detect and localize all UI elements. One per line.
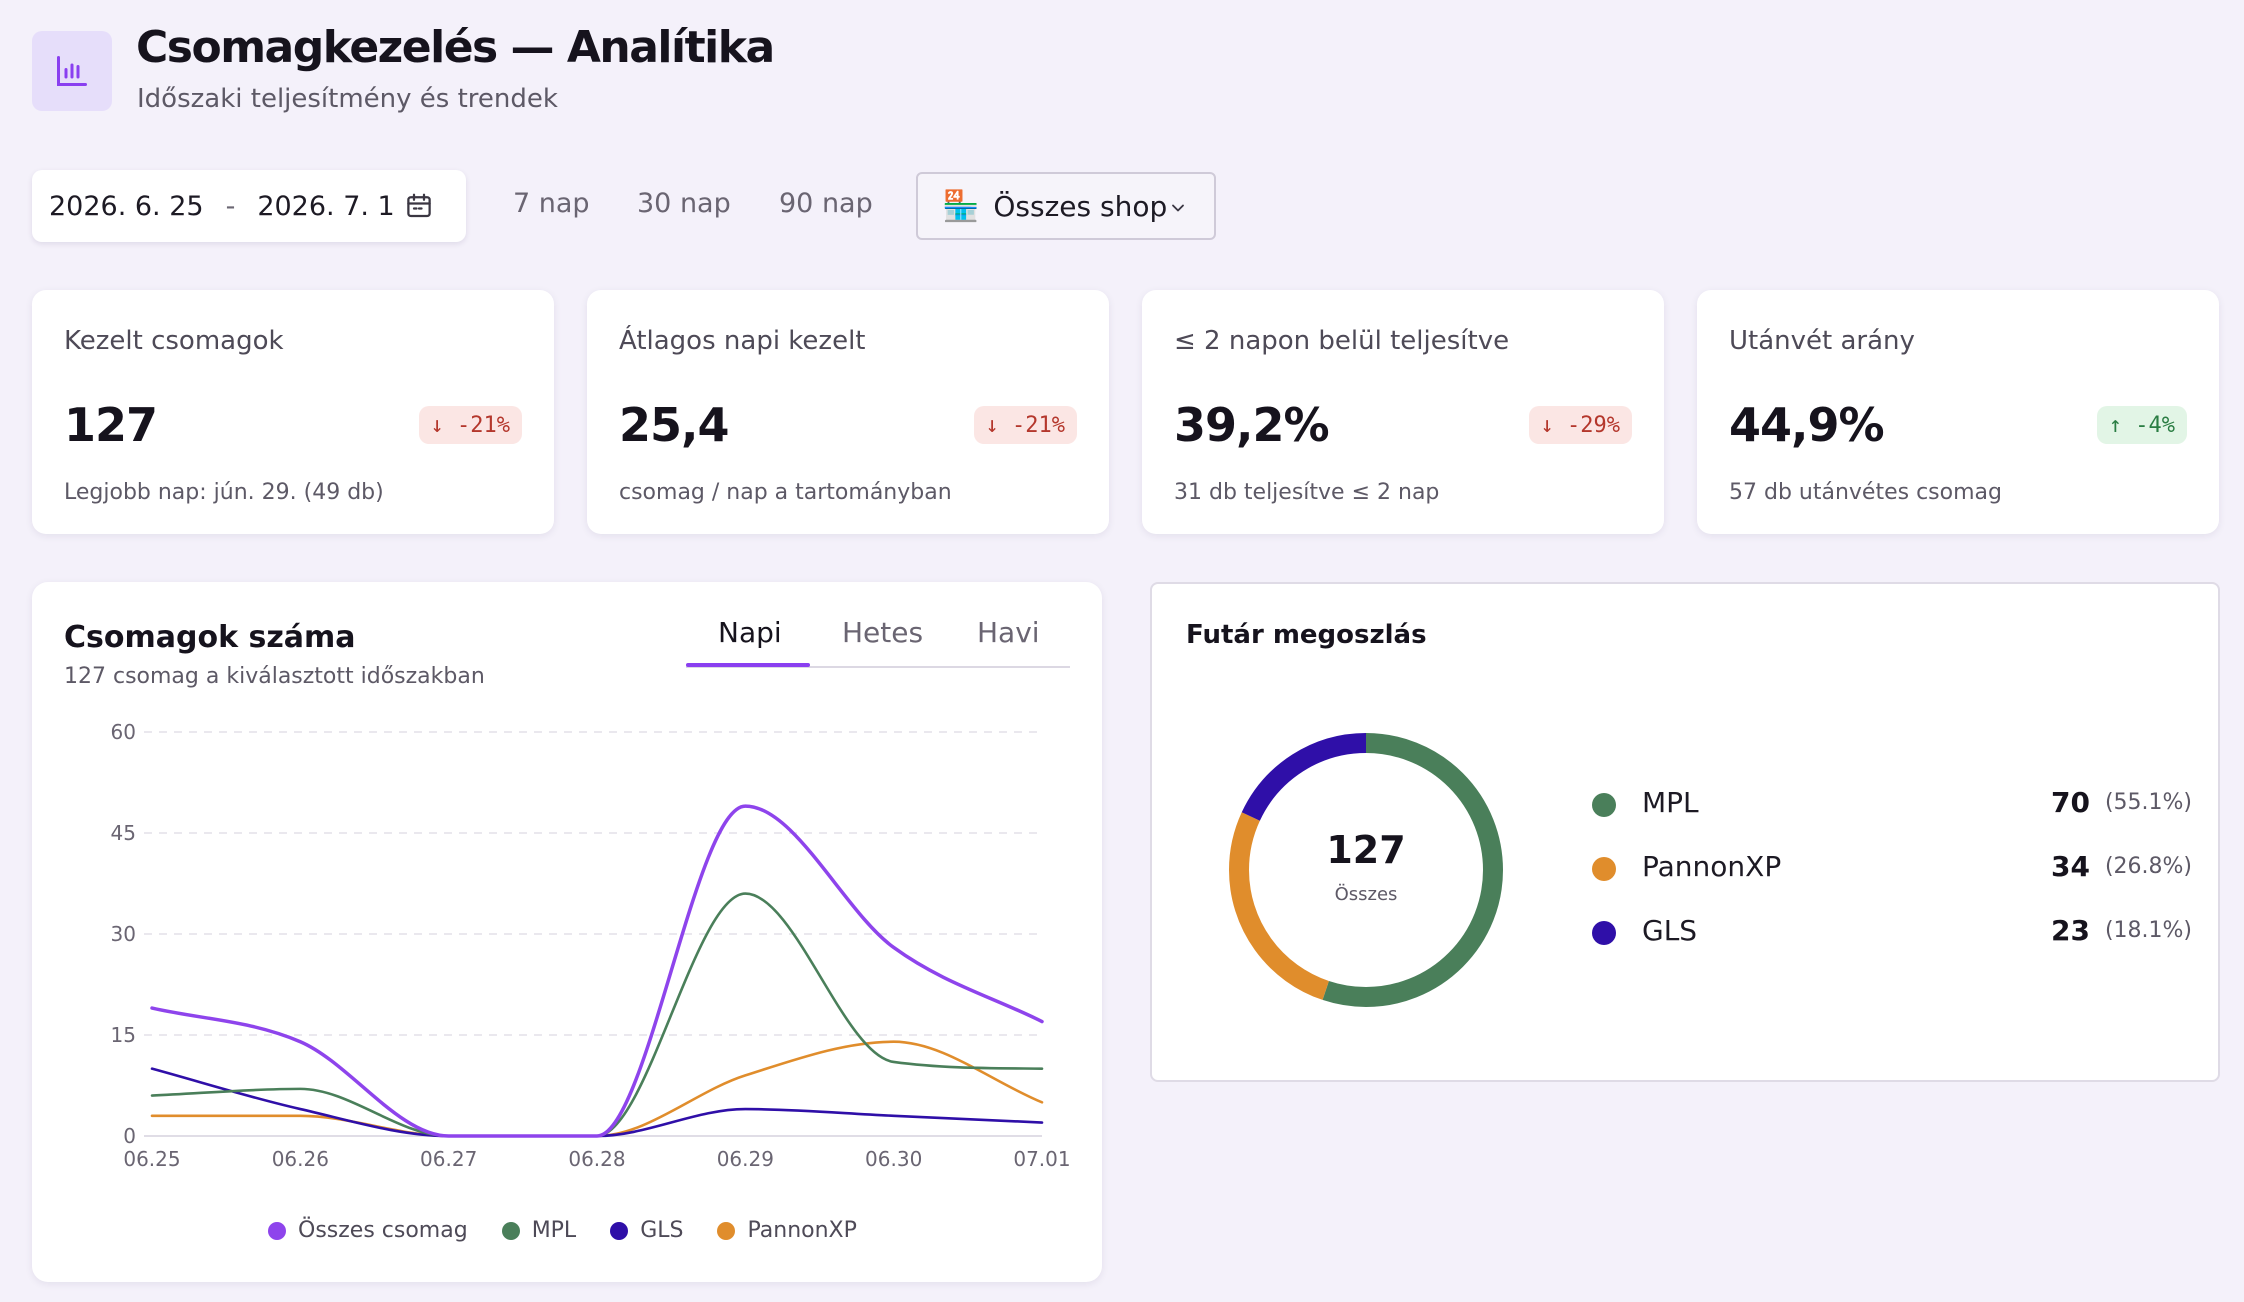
legend-dot bbox=[501, 1221, 520, 1240]
courier-percent: (55.1%) bbox=[2104, 790, 2192, 815]
legend-dot bbox=[717, 1221, 736, 1240]
analytics-logo bbox=[32, 31, 112, 111]
legend-item-pannonxp[interactable]: PannonXP bbox=[717, 1218, 857, 1243]
kpi-value: 39,2% bbox=[1174, 398, 1330, 452]
tab-weekly[interactable]: Hetes bbox=[842, 616, 924, 649]
kpi-note: 57 db utánvétes csomag bbox=[1729, 480, 2002, 505]
y-tick-label: 45 bbox=[111, 821, 136, 845]
kpi-card-daily-average: Átlagos napi kezelt 25,4 ↓ -21% csomag /… bbox=[587, 290, 1109, 534]
range-90-days-button[interactable]: 90 nap bbox=[779, 188, 873, 219]
legend-dot bbox=[610, 1221, 629, 1240]
chart-title: Csomagok száma bbox=[64, 620, 356, 655]
kpi-label: ≤ 2 napon belül teljesítve bbox=[1174, 326, 1510, 356]
range-30-days-button[interactable]: 30 nap bbox=[637, 188, 731, 219]
x-tick-label: 06.25 bbox=[123, 1147, 180, 1171]
courier-row-mpl: MPL 70 (55.1%) bbox=[1592, 784, 2192, 824]
date-from[interactable]: 2026. 6. 25 bbox=[49, 190, 204, 222]
legend-item-total[interactable]: Összes csomag bbox=[268, 1218, 468, 1243]
date-range-picker[interactable]: 2026. 6. 25 - 2026. 7. 1 bbox=[32, 170, 466, 242]
x-tick-label: 06.30 bbox=[865, 1147, 922, 1171]
range-7-days-button[interactable]: 7 nap bbox=[513, 188, 590, 219]
courier-row-gls: GLS 23 (18.1%) bbox=[1592, 912, 2192, 952]
chart-legend: Összes csomag MPL GLS PannonXP bbox=[268, 1218, 891, 1243]
legend-label: Összes csomag bbox=[298, 1218, 468, 1243]
bar-chart-icon bbox=[57, 56, 87, 86]
x-tick-label: 06.27 bbox=[420, 1147, 477, 1171]
legend-label: MPL bbox=[531, 1218, 577, 1243]
courier-name: MPL bbox=[1642, 786, 1699, 819]
donut-total-caption: Összes bbox=[1334, 884, 1398, 905]
kpi-note: Legjobb nap: jún. 29. (49 db) bbox=[64, 480, 384, 505]
kpi-trend-badge: ↓ -21% bbox=[418, 406, 522, 444]
kpi-card-fulfilled-2-days: ≤ 2 napon belül teljesítve 39,2% ↓ -29% … bbox=[1142, 290, 1664, 534]
legend-dot bbox=[268, 1221, 286, 1240]
courier-name: GLS bbox=[1642, 914, 1698, 947]
courier-name: PannonXP bbox=[1642, 850, 1782, 883]
shop-select-value: Összes shop bbox=[993, 189, 1168, 223]
courier-percent: (26.8%) bbox=[2104, 854, 2192, 879]
y-tick-label: 0 bbox=[123, 1124, 136, 1148]
kpi-card-cod-ratio: Utánvét arány 44,9% ↑ -4% 57 db utánvéte… bbox=[1697, 290, 2219, 534]
kpi-trend-badge: ↓ -21% bbox=[973, 406, 1077, 444]
kpi-label: Átlagos napi kezelt bbox=[619, 326, 866, 356]
legend-item-mpl[interactable]: MPL bbox=[501, 1218, 577, 1243]
kpi-trend-badge: ↑ -4% bbox=[2096, 406, 2187, 444]
courier-split-title: Futár megoszlás bbox=[1186, 620, 1427, 650]
shop-select[interactable]: 🏪 Összes shop bbox=[916, 172, 1216, 240]
donut-slice-pannonxp[interactable] bbox=[1229, 733, 1503, 1007]
y-tick-label: 60 bbox=[111, 720, 136, 744]
period-tabs: Napi Hetes Havi bbox=[686, 612, 1070, 668]
legend-label: GLS bbox=[640, 1218, 684, 1243]
y-tick-label: 15 bbox=[111, 1023, 136, 1047]
tab-monthly[interactable]: Havi bbox=[977, 616, 1040, 649]
kpi-value: 127 bbox=[64, 398, 158, 452]
courier-split-card: Futár megoszlás 127 Összes MPL 70 (55.1%… bbox=[1150, 582, 2220, 1082]
kpi-trend-badge: ↓ -29% bbox=[1528, 406, 1632, 444]
courier-count: 23 bbox=[2051, 914, 2090, 947]
legend-item-gls[interactable]: GLS bbox=[610, 1218, 683, 1243]
donut-total: 127 bbox=[1326, 828, 1406, 872]
date-to[interactable]: 2026. 7. 1 bbox=[257, 190, 395, 222]
chart-subtitle: 127 csomag a kiválasztott időszakban bbox=[64, 664, 485, 689]
page-title: Csomagkezelés — Analítika bbox=[136, 22, 775, 73]
kpi-value: 25,4 bbox=[619, 398, 729, 452]
series-line--sszes-csomag bbox=[150, 804, 1044, 1138]
donut-slice-gls[interactable] bbox=[1229, 733, 1503, 1007]
x-tick-label: 07.01 bbox=[1013, 1147, 1070, 1171]
chevron-down-icon bbox=[1172, 204, 1184, 212]
courier-color-dot bbox=[1592, 793, 1616, 817]
series-line-gls bbox=[150, 1067, 1044, 1138]
x-tick-label: 06.28 bbox=[568, 1147, 625, 1171]
kpi-note: csomag / nap a tartományban bbox=[619, 480, 952, 505]
tab-daily[interactable]: Napi bbox=[718, 616, 782, 649]
line-chart: 0 15 30 45 60 06.25 06.26 06.27 06.28 06.29 06.30 0… bbox=[111, 720, 1071, 1171]
series-line-mpl bbox=[150, 892, 1044, 1138]
calendar-icon[interactable] bbox=[404, 191, 434, 221]
courier-percent: (18.1%) bbox=[2104, 918, 2192, 943]
kpi-label: Utánvét arány bbox=[1729, 326, 1915, 356]
kpi-value: 44,9% bbox=[1729, 398, 1885, 452]
kpi-note: 31 db teljesítve ≤ 2 nap bbox=[1174, 480, 1440, 505]
active-tab-indicator bbox=[686, 663, 810, 667]
kpi-label: Kezelt csomagok bbox=[64, 326, 284, 356]
courier-donut-chart bbox=[1229, 733, 1503, 1007]
page-subtitle: Időszaki teljesítmény és trendek bbox=[137, 84, 558, 114]
volume-chart-card: Csomagok száma 127 csomag a kiválasztott… bbox=[32, 582, 1102, 1282]
kpi-card-handled: Kezelt csomagok 127 ↓ -21% Legjobb nap: … bbox=[32, 290, 554, 534]
x-tick-label: 06.26 bbox=[272, 1147, 329, 1171]
y-tick-label: 30 bbox=[111, 922, 136, 946]
courier-count: 34 bbox=[2051, 850, 2090, 883]
courier-count: 70 bbox=[2051, 786, 2090, 819]
date-separator: - bbox=[225, 190, 236, 222]
x-tick-label: 06.29 bbox=[717, 1147, 774, 1171]
courier-row-pannonxp: PannonXP 34 (26.8%) bbox=[1592, 848, 2192, 888]
legend-label: PannonXP bbox=[747, 1218, 857, 1243]
shop-icon: 🏪 bbox=[942, 188, 980, 224]
courier-color-dot bbox=[1592, 857, 1616, 881]
courier-color-dot bbox=[1592, 921, 1616, 945]
